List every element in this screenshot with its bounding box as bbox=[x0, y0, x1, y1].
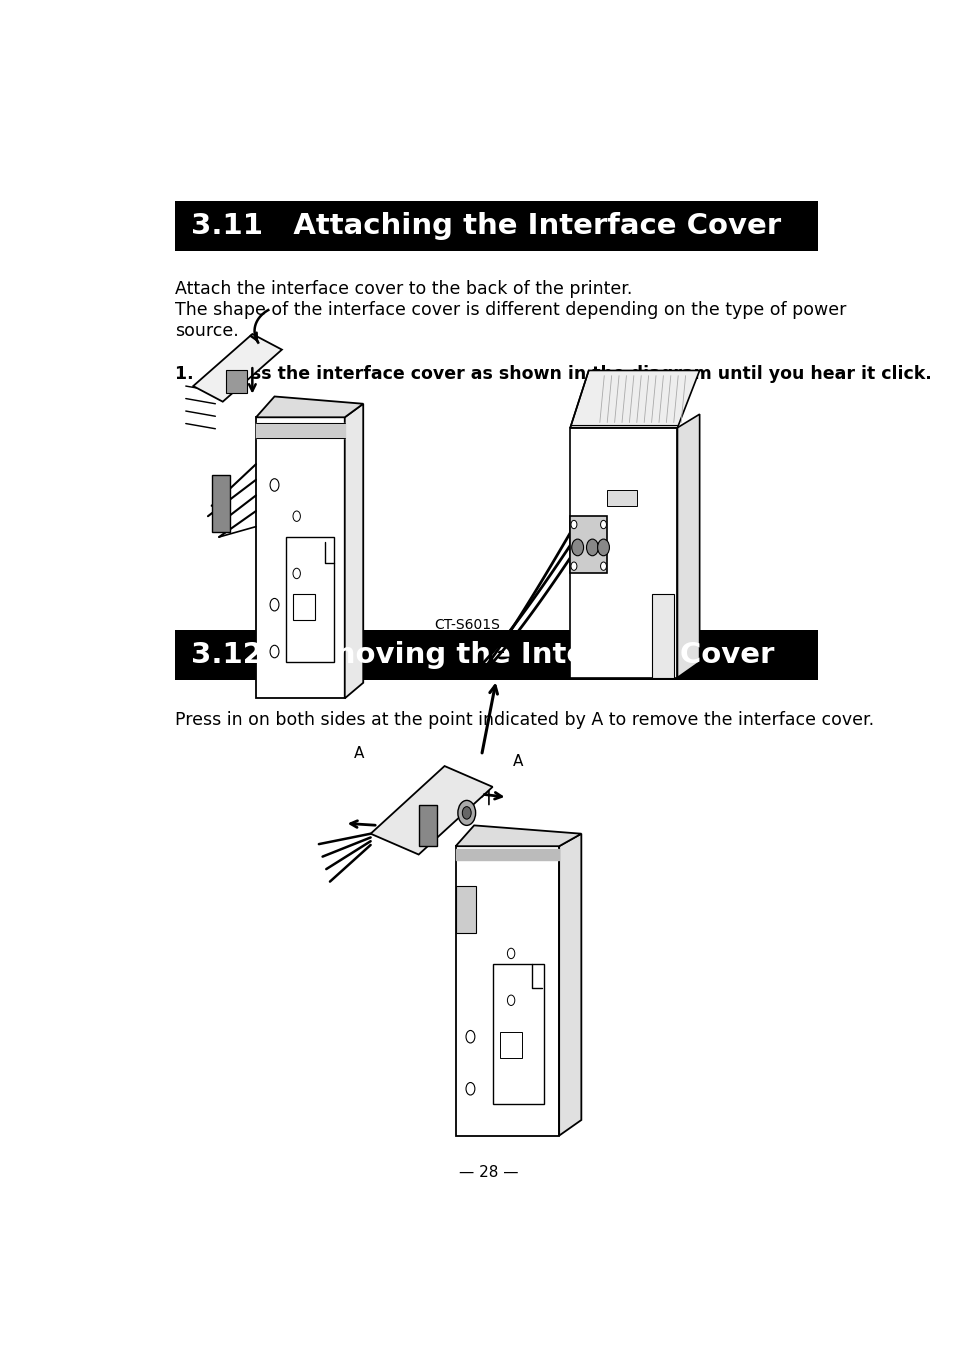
Circle shape bbox=[571, 521, 577, 529]
Bar bbox=[456, 886, 476, 933]
Polygon shape bbox=[255, 418, 344, 699]
Text: Attach the interface cover to the back of the printer.: Attach the interface cover to the back o… bbox=[174, 280, 632, 297]
Bar bbox=[651, 595, 673, 677]
Text: 1.    Press the interface cover as shown in the diagram until you hear it click.: 1. Press the interface cover as shown in… bbox=[174, 365, 930, 383]
Bar bbox=[212, 475, 230, 531]
Circle shape bbox=[462, 807, 471, 819]
Bar bbox=[285, 537, 334, 662]
Text: Press in on both sides at the point indicated by A to remove the interface cover: Press in on both sides at the point indi… bbox=[174, 711, 873, 729]
Polygon shape bbox=[677, 414, 699, 677]
Bar bbox=[418, 804, 436, 846]
Text: — 28 —: — 28 — bbox=[458, 1165, 518, 1180]
Polygon shape bbox=[570, 427, 677, 677]
Circle shape bbox=[571, 562, 577, 571]
Polygon shape bbox=[193, 334, 282, 402]
Polygon shape bbox=[456, 825, 580, 846]
Circle shape bbox=[457, 800, 476, 825]
Polygon shape bbox=[344, 404, 363, 699]
Polygon shape bbox=[255, 396, 363, 418]
Text: source.: source. bbox=[174, 322, 238, 339]
Polygon shape bbox=[570, 370, 699, 427]
Polygon shape bbox=[570, 516, 606, 573]
Polygon shape bbox=[558, 834, 580, 1136]
Text: CT-S601S: CT-S601S bbox=[434, 618, 499, 633]
Circle shape bbox=[600, 562, 606, 571]
Bar bbox=[492, 964, 544, 1105]
Text: A: A bbox=[354, 746, 364, 761]
Polygon shape bbox=[255, 422, 344, 438]
Text: 3.12  Removing the Interface Cover: 3.12 Removing the Interface Cover bbox=[191, 641, 774, 669]
Text: 3.11   Attaching the Interface Cover: 3.11 Attaching the Interface Cover bbox=[191, 212, 781, 239]
Circle shape bbox=[600, 521, 606, 529]
FancyBboxPatch shape bbox=[174, 200, 817, 250]
Polygon shape bbox=[456, 846, 558, 1136]
Text: A: A bbox=[513, 754, 523, 769]
Text: The shape of the interface cover is different depending on the type of power: The shape of the interface cover is diff… bbox=[174, 300, 845, 319]
Bar bbox=[499, 1032, 521, 1057]
Bar bbox=[606, 491, 637, 506]
Polygon shape bbox=[370, 767, 492, 854]
Circle shape bbox=[571, 539, 583, 556]
Bar bbox=[293, 595, 314, 621]
Polygon shape bbox=[456, 849, 558, 860]
Bar bbox=[226, 370, 247, 393]
Circle shape bbox=[586, 539, 598, 556]
Circle shape bbox=[597, 539, 609, 556]
FancyBboxPatch shape bbox=[174, 630, 817, 680]
Text: CT-S601S: CT-S601S bbox=[456, 1083, 521, 1098]
